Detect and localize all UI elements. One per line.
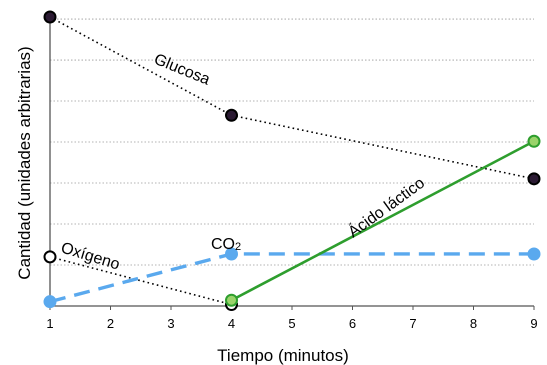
- axes: [49, 15, 535, 310]
- co2-label-co: CO: [211, 236, 235, 253]
- y-axis-title: Cantidad (unidades arbitrarias): [15, 46, 34, 279]
- data-point-series-3: [225, 293, 238, 307]
- data-point-series-2: [43, 295, 57, 309]
- x-tick-label: 9: [530, 316, 537, 331]
- x-axis-title: Tiempo (minutos): [217, 346, 349, 365]
- data-point-series-0: [43, 10, 57, 24]
- series-label-glucosa: Glucosa: [152, 51, 213, 89]
- x-tick-label: 5: [288, 316, 295, 331]
- data-point-series-2: [225, 247, 238, 261]
- x-tick-label: 8: [470, 316, 477, 331]
- series-line-3: [230, 140, 535, 302]
- x-tick-label: 7: [409, 316, 416, 331]
- data-markers: [43, 10, 541, 312]
- x-tick-label: 1: [46, 316, 53, 331]
- series-line-0: [49, 16, 535, 180]
- data-point-series-0: [527, 172, 541, 186]
- series-label-co2: CO2: [211, 236, 241, 253]
- x-tick-labels: 1 2 3 4 5 6 7 8 9: [46, 316, 537, 331]
- x-tick-label: 3: [167, 316, 174, 331]
- x-tick-label: 6: [349, 316, 356, 331]
- co2-label-subscript: 2: [235, 241, 241, 253]
- data-point-series-3: [527, 134, 541, 148]
- x-tick-label: 2: [107, 316, 114, 331]
- data-point-series-2: [527, 247, 541, 261]
- series-line-1: [49, 256, 232, 306]
- x-tick-label: 4: [228, 316, 235, 331]
- data-point-series-1: [43, 250, 57, 264]
- data-point-series-0: [225, 108, 238, 122]
- series-line-2: [49, 252, 534, 304]
- series-label-oxigeno: Oxígeno: [59, 240, 122, 274]
